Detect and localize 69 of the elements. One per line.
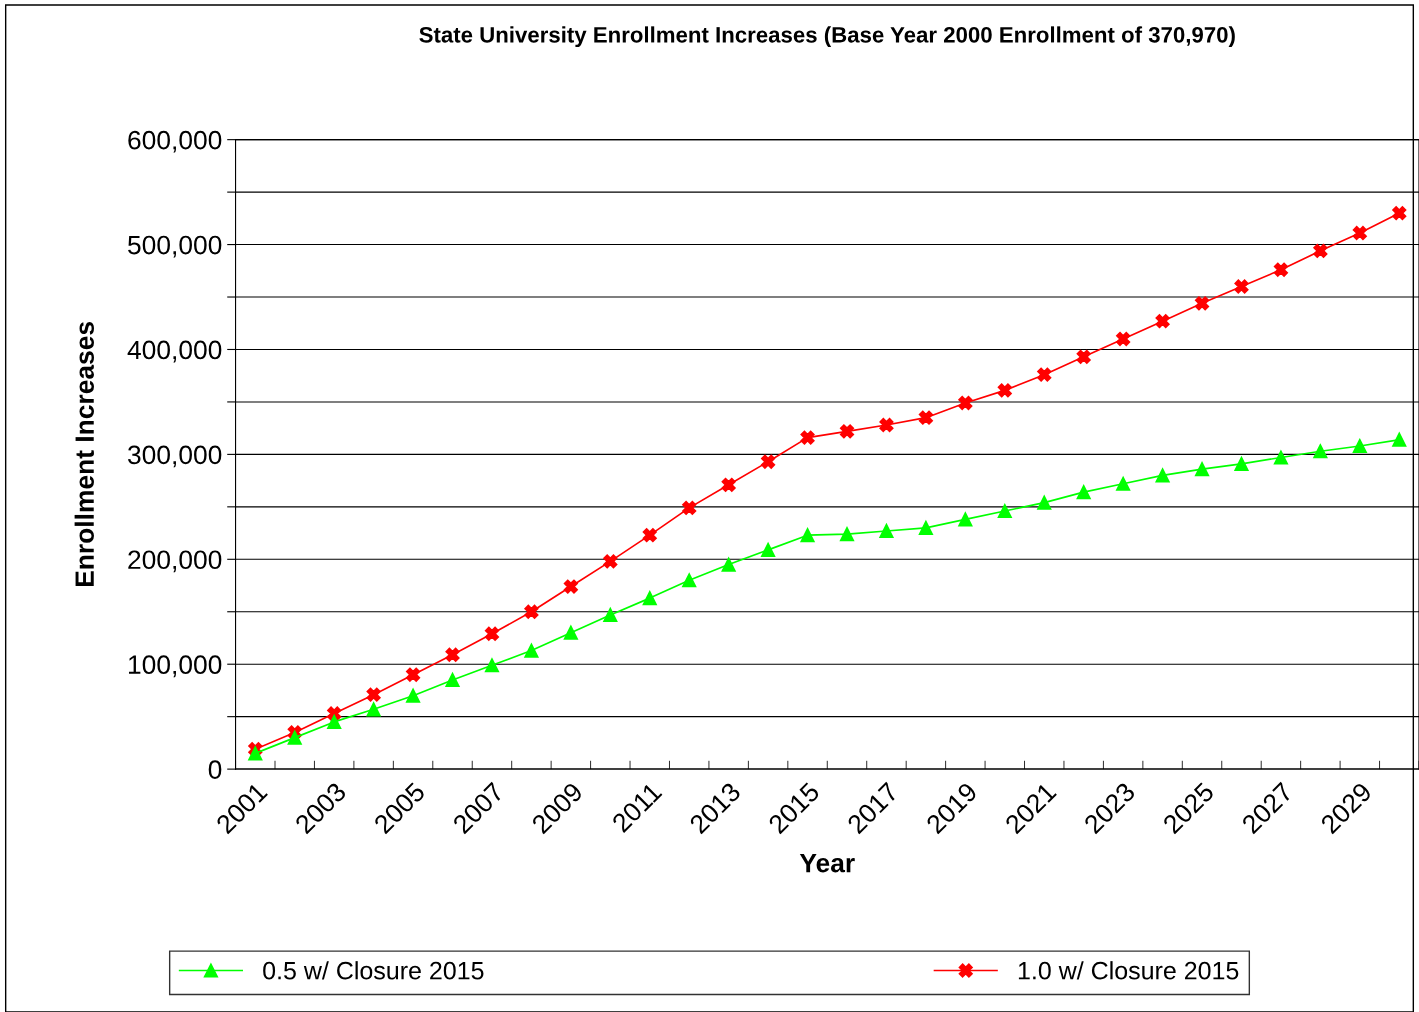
point (839, 424, 855, 439)
point (1037, 495, 1052, 510)
point (563, 625, 578, 640)
point (563, 579, 578, 594)
point (958, 395, 973, 411)
point (366, 702, 381, 717)
point (445, 672, 460, 688)
point (997, 383, 1012, 398)
point (800, 528, 815, 543)
point (484, 658, 500, 673)
point (1313, 444, 1328, 459)
point (484, 626, 500, 641)
point (1273, 450, 1289, 465)
y-tick-label: 200,000 (128, 550, 222, 573)
point (1352, 225, 1367, 241)
point (642, 528, 657, 543)
point (1076, 485, 1091, 500)
point (248, 746, 263, 761)
point (682, 573, 697, 588)
point (1313, 243, 1328, 258)
point (918, 410, 933, 425)
point (524, 643, 539, 658)
point (1194, 296, 1210, 311)
point (918, 520, 933, 535)
point (958, 512, 973, 527)
point (1116, 476, 1131, 491)
point (682, 500, 697, 515)
point (603, 607, 618, 622)
point (997, 503, 1012, 519)
point (1037, 367, 1052, 382)
point (1155, 468, 1170, 483)
point (327, 714, 342, 729)
point (603, 554, 618, 569)
y-tick-label: 600,000 (128, 130, 222, 153)
legend-label: 0.5 w/ Closure 2015 (263, 961, 484, 980)
y-tick-label: 0 (208, 760, 222, 779)
point (839, 527, 855, 542)
point (1076, 349, 1091, 364)
point (405, 688, 421, 703)
y-tick-label: 400,000 (127, 340, 222, 363)
legend-label: 1.0 w/ Closure 2015 (1018, 961, 1239, 980)
point (405, 667, 421, 682)
point (761, 542, 776, 557)
point (1116, 331, 1131, 347)
point (721, 557, 736, 572)
point (1273, 262, 1289, 277)
point (800, 430, 815, 445)
point (1234, 279, 1249, 294)
y-tick-label: 500,000 (128, 235, 222, 258)
point (879, 523, 894, 539)
y-axis-title: Enrollment Increases (74, 322, 94, 587)
point (287, 730, 302, 745)
point (642, 591, 657, 606)
point (1155, 314, 1170, 329)
point (721, 477, 736, 492)
point (366, 687, 381, 702)
y-tick-label: 100,000 (128, 655, 222, 678)
point (1392, 432, 1407, 447)
point (1194, 461, 1210, 477)
y-tick-label: 300,000 (127, 445, 222, 468)
point (1392, 206, 1407, 221)
x-axis-title: Year (799, 853, 855, 873)
chart-title: State University Enrollment Increases (Base Year 2000 Enrollment of 370,970) (419, 26, 1235, 48)
point (761, 454, 776, 469)
point (1352, 438, 1367, 454)
point (445, 647, 460, 662)
point (524, 604, 539, 619)
point (1234, 456, 1249, 471)
point (879, 417, 894, 433)
